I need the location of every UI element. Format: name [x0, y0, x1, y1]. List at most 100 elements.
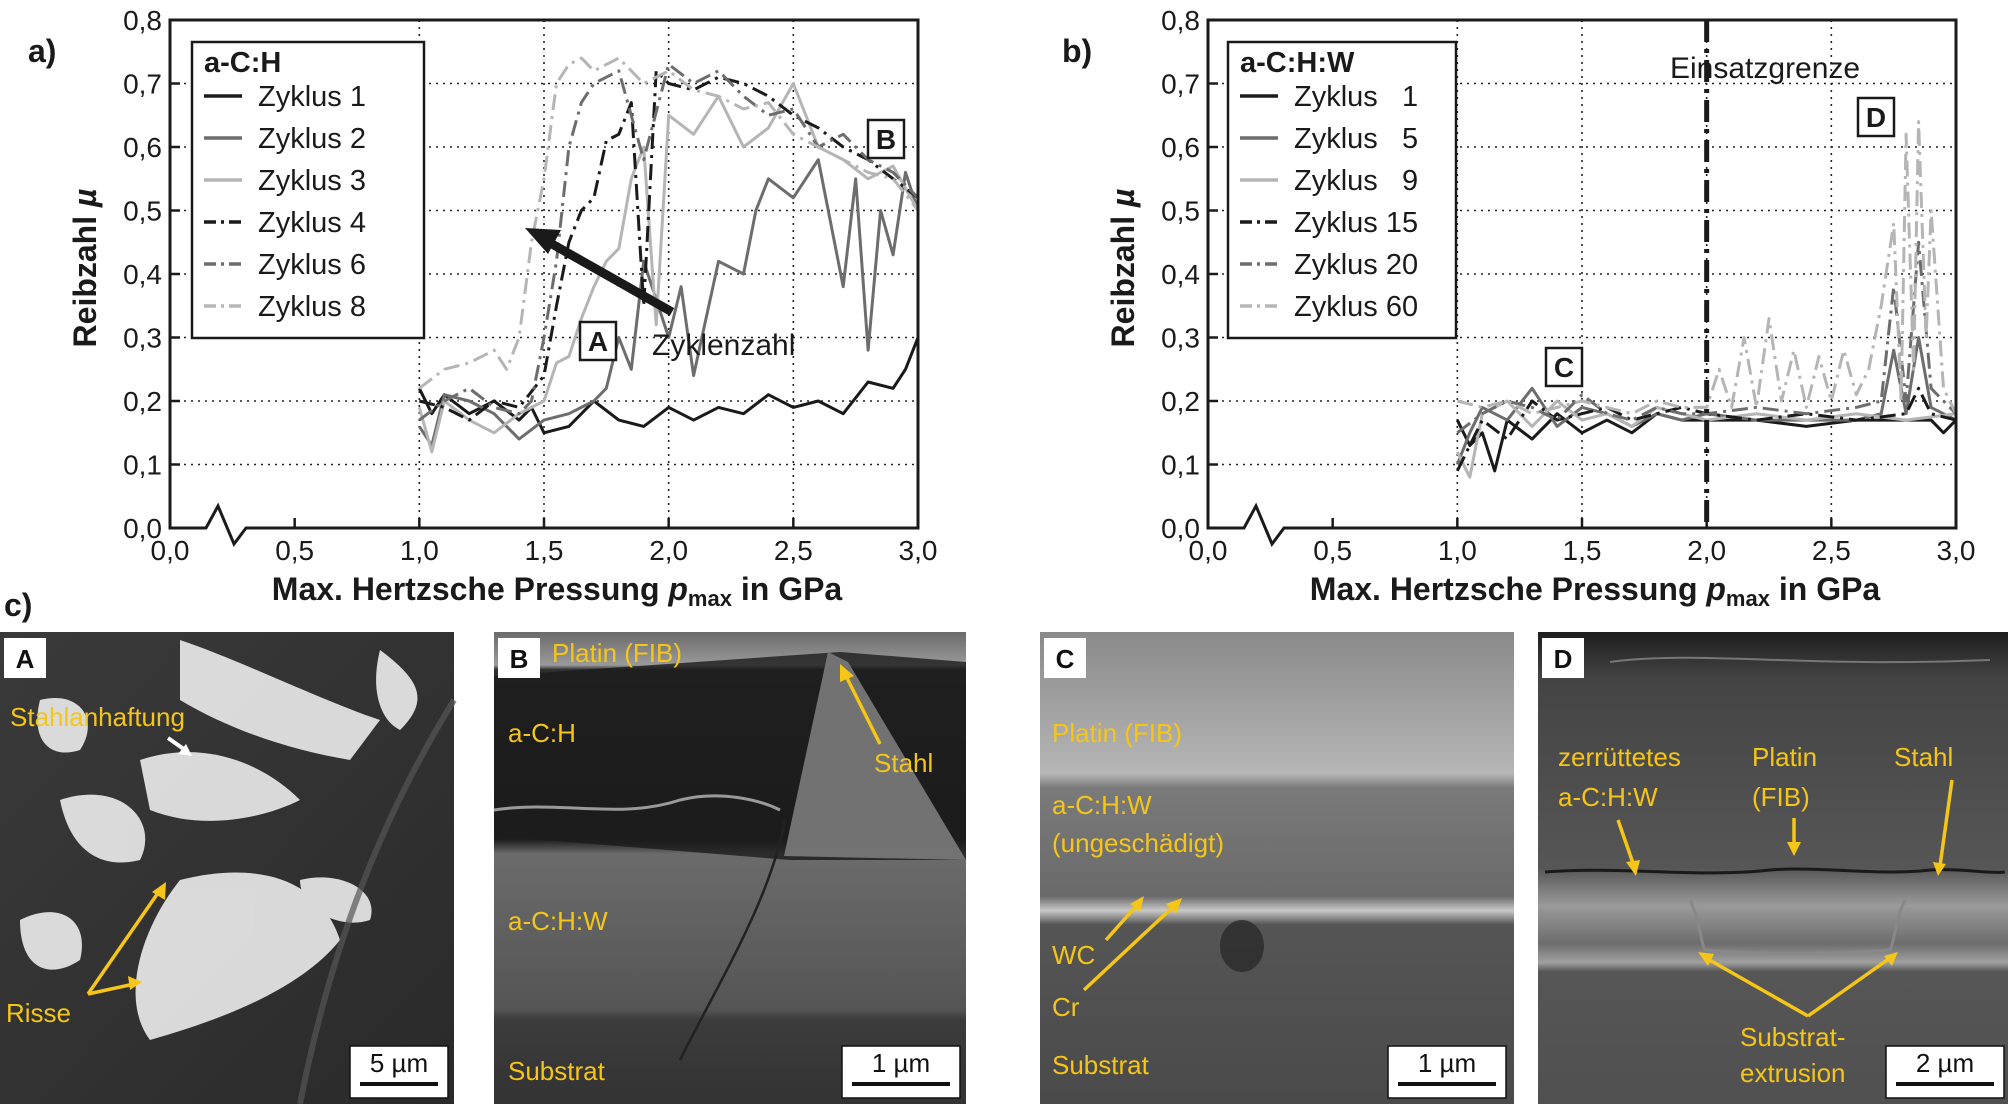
legend-label: Zyklus 3 [258, 165, 366, 197]
label-stahl-b: Stahl [874, 748, 933, 778]
x-tick-label: 1,5 [1563, 535, 1602, 566]
x-tick-label: 2,0 [649, 535, 688, 566]
series-line-2 [418, 158, 920, 447]
label-stahlanhaftung: Stahlanhaftung [10, 702, 185, 732]
arrow-head-icon [1130, 896, 1144, 912]
micrograph-B-crack [493, 794, 781, 812]
chart-b-y-axis-title: Reibzahl µ [1105, 189, 1141, 348]
arrow-shaft [542, 236, 675, 316]
chart-a-marker-B-box [866, 118, 906, 160]
chart-a-legend-title: a-C:H [204, 47, 281, 79]
chart-a: 0,0 0,5 1,0 1,5 2,0 2,5 3,0 0,0 0,1 0,2 0,3 0,4 0,5 0… [67, 5, 937, 611]
arrow-head-icon [840, 664, 854, 682]
micrograph-D-extrusion-outline [1688, 899, 1907, 955]
micrograph-B: B Platin (FIB) a-C:H Stahl a-C:H:W Subst… [493, 632, 966, 1104]
x-tick-label: 0,0 [151, 535, 190, 566]
label-platin-c: Platin (FIB) [1052, 718, 1182, 748]
micrograph-D-letter-box [1542, 638, 1584, 678]
x-tick-label: 2,0 [1687, 535, 1726, 566]
micrograph-C-letter-box [1044, 638, 1086, 678]
label-substrat-c: Substrat [1052, 1050, 1150, 1080]
x-tick-label: 1,0 [1438, 535, 1477, 566]
y-tick-label: 0,0 [123, 513, 162, 544]
legend-label: Zyklus 2 [258, 123, 366, 155]
micrograph-C: C Platin (FIB) a-C:H:W (ungeschädigt) WC… [1040, 632, 1514, 1104]
label-substrat-b: Substrat [508, 1056, 606, 1086]
micrograph-A: A Stahlanhaftung Risse 5 µm [0, 632, 457, 1104]
series-line-5 [1456, 240, 1958, 434]
x-tick-label: 1,0 [400, 535, 439, 566]
chart-a-marker-A-box [578, 320, 618, 362]
micrograph-C-scalebar-label: 1 µm [1418, 1048, 1476, 1078]
arrow-risse-1 [86, 889, 162, 995]
chart-b-legend-box [1226, 40, 1458, 340]
micrograph-C-scalebar-box [1387, 1045, 1507, 1099]
micrograph-A-letter: A [16, 644, 35, 674]
arrow-head-icon [1933, 862, 1946, 876]
legend-label: Zyklus 8 [258, 291, 366, 323]
chart-a-cycle-arrow: Zyklenzahl [525, 228, 795, 362]
chart-a-y-axis-title: Reibzahl µ [67, 189, 103, 348]
label-extrusion-d: extrusion [1740, 1058, 1846, 1088]
chart-a-legend-box [190, 40, 426, 340]
micrograph-B-scalebar-label: 1 µm [872, 1048, 930, 1078]
legend-label: Zyklus 1 [1294, 81, 1418, 113]
micrograph-B-vertical-crack [678, 819, 787, 1061]
chart-b-marker-C-label: C [1554, 352, 1574, 383]
x-tick-label: 0,5 [1313, 535, 1352, 566]
arrow-stahl-b [842, 671, 882, 745]
arrow-head-icon [1787, 842, 1801, 856]
arrow-head-icon [525, 228, 561, 254]
chart-a-marker-B: B [866, 118, 906, 160]
y-tick-label: 0,3 [123, 323, 162, 354]
arrow-head-icon [128, 976, 142, 990]
micrograph-A-track-edge [297, 698, 457, 1104]
label-platin-b: Platin (FIB) [552, 638, 682, 668]
chart-a-marker-B-label: B [876, 124, 896, 155]
panel-label-b: b) [1062, 33, 1092, 69]
x-tick-label: 0,0 [1189, 535, 1228, 566]
legend-label: Zyklus 6 [258, 249, 366, 281]
micrograph-B-letter: B [510, 644, 529, 674]
micrograph-B-steel-wedge [784, 652, 966, 860]
legend-label: Zyklus 15 [1294, 207, 1418, 239]
micrograph-C-letter: C [1056, 644, 1075, 674]
series-line-5 [418, 62, 920, 422]
series-line-6 [418, 56, 920, 390]
legend-label: Zyklus 9 [1294, 165, 1418, 197]
chart-a-series [417, 56, 920, 454]
arrow-head-icon [1166, 898, 1182, 914]
micrograph-A-scalebar-label: 5 µm [370, 1048, 428, 1078]
micrograph-D-scalebar-box [1885, 1045, 2005, 1099]
label-fib-d: (FIB) [1752, 782, 1810, 812]
y-tick-label: 0,3 [1161, 323, 1200, 354]
plot-frame [1206, 18, 1958, 547]
chart-b-marker-D: D [1856, 96, 1896, 138]
micrograph-A-letter-box [4, 638, 46, 678]
label-ungeschaedigt-c: (ungeschädigt) [1052, 828, 1224, 858]
chart-b-marker-D-box [1856, 96, 1896, 138]
x-tick-label: 2,5 [774, 535, 813, 566]
y-tick-label: 0,7 [1161, 69, 1200, 100]
chart-b-marker-D-label: D [1866, 102, 1886, 133]
arrow-extrusion-d-2 [1806, 956, 1892, 1018]
x-tick-label: 1,5 [525, 535, 564, 566]
y-tick-label: 0,0 [1161, 513, 1200, 544]
y-tick-label: 0,1 [123, 450, 162, 481]
legend-label: Zyklus 4 [258, 207, 366, 239]
chart-b-einsatzgrenze-label: Einsatzgrenze [1670, 52, 1860, 85]
series-line-4 [1455, 386, 1957, 472]
series-line-4 [418, 69, 919, 422]
series-line-3 [417, 82, 920, 454]
y-tick-label: 0,5 [1161, 196, 1200, 227]
arrow-head-icon [152, 882, 166, 900]
y-tick-label: 0,7 [123, 69, 162, 100]
micrograph-D-letter: D [1554, 644, 1573, 674]
micrograph-A-scalebar-box [349, 1045, 449, 1099]
chart-a-tick-labels: 0,0 0,5 1,0 1,5 2,0 2,5 3,0 0,0 0,1 0,2 0,3 0,4 0,5 0… [123, 5, 937, 566]
micrograph-C-image [1040, 632, 1514, 1104]
series-line-3 [1455, 399, 1957, 479]
y-tick-label: 0,2 [123, 386, 162, 417]
